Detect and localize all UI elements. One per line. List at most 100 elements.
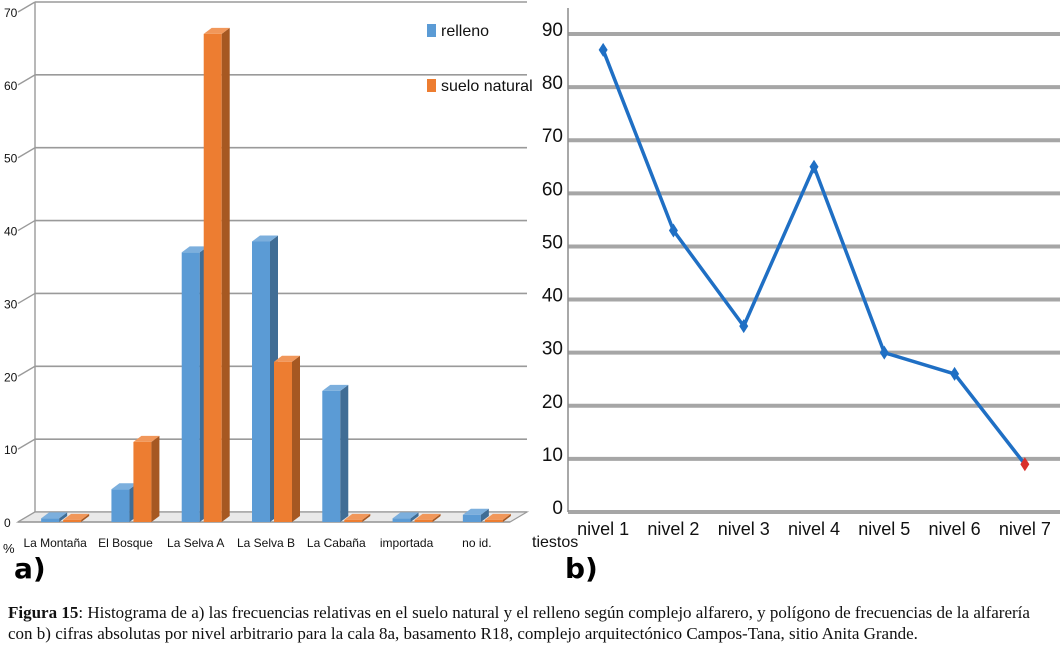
bar-suelo-natural	[484, 513, 511, 522]
data-point-b	[668, 223, 678, 238]
grid-line-a-side	[17, 292, 36, 305]
bar-side	[151, 435, 160, 522]
bar-front	[41, 518, 60, 522]
bar-top	[181, 246, 208, 253]
bar-top	[414, 513, 441, 520]
y-tick-label-b: 40	[542, 286, 563, 307]
chart-a-histogram: 0 10 20 30 40 50 60 70 La Montaña El Bosque La Sel…	[3, 1, 533, 556]
bar-front	[344, 519, 363, 522]
y-tick-label-b: 20	[542, 392, 563, 413]
y-tick-label-b: 90	[542, 20, 563, 41]
bar-front	[274, 361, 292, 522]
grid-line-a-side	[17, 74, 36, 86]
bar-top	[462, 508, 489, 515]
x-tick-label-b: nivel 7	[999, 519, 1051, 539]
bar-suelo-natural	[133, 435, 160, 522]
bar-top	[111, 483, 138, 490]
caption-text: : Histograma de a) las frecuencias relat…	[8, 603, 1030, 643]
bar-top	[274, 355, 300, 362]
bar-suelo-natural	[63, 513, 90, 522]
grid-line-a-side	[17, 365, 36, 377]
y-tick-label-b: 50	[542, 232, 563, 253]
bar-relleno	[392, 512, 419, 522]
y-tick-label-b: 30	[542, 339, 563, 360]
bar-front	[484, 519, 503, 522]
figure-canvas: 0 10 20 30 40 50 60 70 La Montaña El Bosque La Sel…	[3, 1, 1060, 585]
legend-label-a: relleno	[441, 23, 489, 40]
data-point-b	[739, 319, 749, 334]
grid-line-a-side	[17, 147, 36, 159]
grid-line-a-side	[17, 438, 36, 450]
bar-side	[292, 355, 300, 522]
y-tick-label-a: 20	[4, 370, 18, 384]
data-point-b	[809, 159, 819, 174]
data-point-b	[879, 345, 889, 360]
bar-suelo-natural	[203, 27, 230, 522]
bar-front	[252, 241, 270, 522]
x-tick-label-b: nivel 4	[788, 519, 840, 539]
panel-b-label: b)	[565, 552, 598, 585]
bar-front	[322, 390, 341, 522]
y-tick-label-b: 70	[542, 126, 563, 147]
bar-side	[340, 384, 349, 522]
legend-label-a: suelo natural	[441, 78, 533, 95]
y-axis-label-a: %	[3, 541, 15, 556]
panel-a-label: a)	[14, 552, 46, 585]
bar-front	[203, 33, 222, 522]
x-tick-label-b: nivel 2	[647, 519, 699, 539]
grid-line-a-side	[17, 1, 36, 13]
bar-side	[410, 512, 419, 522]
bar-side	[480, 508, 489, 522]
x-tick-label-b: nivel 3	[718, 519, 770, 539]
x-tick-label-a: no id.	[462, 536, 491, 550]
bar-front	[111, 489, 130, 522]
x-tick-label-b: nivel 5	[858, 519, 910, 539]
data-point-b	[598, 42, 608, 57]
caption-label: Figura 15	[8, 603, 79, 622]
bar-top	[41, 512, 68, 519]
bar-side	[221, 27, 230, 522]
bar-top	[322, 384, 349, 391]
y-tick-label-a: 50	[4, 152, 18, 166]
bar-suelo-natural	[344, 513, 371, 522]
bar-relleno	[41, 512, 68, 522]
y-tick-label-b: 0	[552, 498, 563, 519]
bar-top	[203, 27, 230, 34]
bar-top	[63, 513, 90, 520]
grid-line-a-side	[17, 219, 36, 232]
x-tick-label-a: El Bosque	[98, 536, 153, 550]
bar-front	[63, 519, 82, 522]
bar-relleno	[322, 384, 349, 522]
series-line-b	[601, 49, 1027, 466]
bar-top	[484, 513, 511, 520]
bar-top	[392, 512, 419, 519]
bar-front	[133, 441, 152, 522]
x-tick-label-b: nivel 6	[929, 519, 981, 539]
bar-side	[81, 513, 90, 522]
y-tick-label-b: 10	[542, 445, 563, 466]
x-tick-label-a: La Cabaña	[307, 536, 366, 550]
bar-side	[59, 512, 68, 522]
y-tick-label-a: 0	[4, 516, 11, 530]
bar-front	[462, 514, 481, 522]
data-point-b	[1020, 457, 1030, 472]
bar-top	[344, 513, 371, 520]
bar-top	[133, 435, 160, 442]
x-tick-label-a: La Selva A	[167, 536, 224, 550]
legend-swatch-a	[427, 79, 436, 92]
bar-side	[362, 513, 371, 522]
y-tick-label-a: 60	[4, 79, 18, 93]
bar-front	[414, 519, 433, 522]
x-tick-label-b: nivel 1	[577, 519, 629, 539]
legend-swatch-a	[427, 24, 436, 37]
y-tick-label-a: 70	[4, 6, 18, 20]
bar-side	[502, 513, 511, 522]
bar-front	[181, 252, 200, 522]
x-tick-label-a: La Montaña	[23, 536, 87, 550]
y-tick-label-a: 10	[4, 443, 18, 457]
chart-b-frequency-polygon: 0 10 20 30 40 50 60 70 80 90 nivel 1 nivel 2 nivel 3…	[532, 8, 1060, 551]
y-tick-label-b: 80	[542, 73, 563, 94]
bar-top	[252, 235, 278, 242]
y-tick-label-a: 30	[4, 297, 18, 311]
bar-side	[432, 513, 441, 522]
